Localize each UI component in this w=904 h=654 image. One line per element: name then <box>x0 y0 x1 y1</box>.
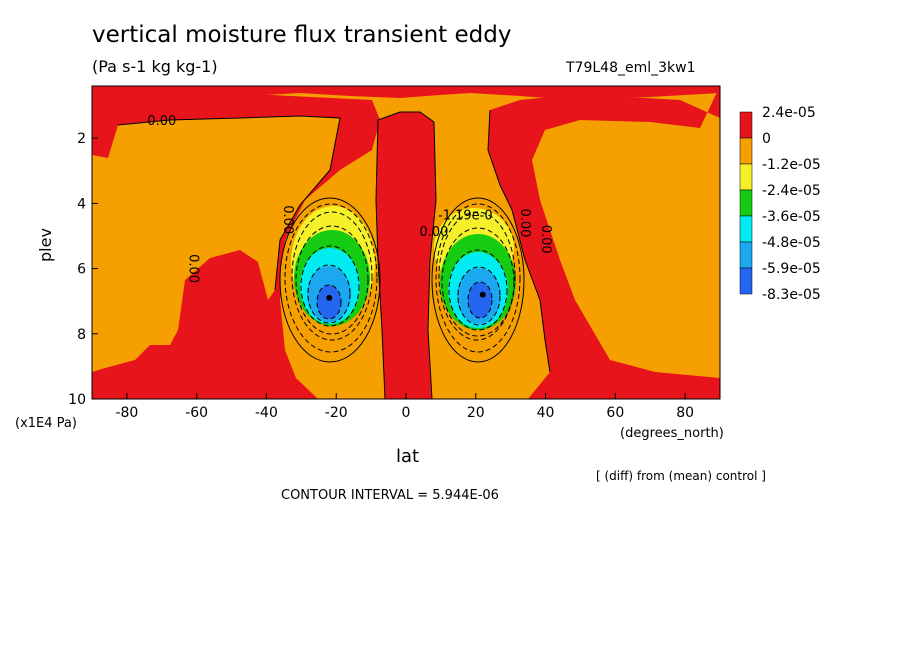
legend-swatch <box>739 189 753 217</box>
legend-label: -5.9e-05 <box>762 261 821 277</box>
x-axis-unit: (degrees_north) <box>620 426 724 441</box>
legend: 2.4e-05 0 -1.2e-05 -2.4e-05 -3.6e-05 -4.8e-05… <box>739 105 821 303</box>
field-right-tongue <box>488 86 720 399</box>
legend-swatch <box>739 111 753 139</box>
legend-label: -2.4e-05 <box>762 183 821 199</box>
contour-field <box>92 86 720 399</box>
legend-label: 2.4e-05 <box>762 105 816 121</box>
diff-note: [ (diff) from (mean) control ] <box>596 469 766 483</box>
x-tick-label: -40 <box>255 405 278 421</box>
contour-lines <box>117 109 551 399</box>
y-tick-label: 10 <box>68 392 86 408</box>
y-tick-label: 8 <box>77 327 86 343</box>
legend-swatch <box>739 137 753 165</box>
legend-swatch <box>739 163 753 191</box>
chart-units: (Pa s-1 kg kg-1) <box>92 57 218 76</box>
contour-interval: CONTOUR INTERVAL = 5.944E-06 <box>281 488 499 503</box>
contour-label: 0.00 <box>186 254 201 283</box>
legend-label: -4.8e-05 <box>762 235 821 251</box>
x-tick-label: -20 <box>325 405 348 421</box>
field-central-column <box>376 112 436 399</box>
legend-swatch <box>739 267 753 295</box>
x-axis-label: lat <box>396 446 420 467</box>
legend-label: -8.3e-05 <box>762 287 821 303</box>
y-axis-unit: (x1E4 Pa) <box>15 416 77 431</box>
contour-label: -1.19e-0 <box>438 209 493 224</box>
minimum-marker <box>479 291 486 298</box>
x-tick-label: 0 <box>402 405 411 421</box>
chart-marks: -80 -60 -40 -20 0 20 40 60 802468100.000.000.00-… <box>68 114 694 421</box>
field-left-tongue <box>92 86 380 399</box>
legend-label: 0 <box>762 131 771 147</box>
contour-label: 0.00 <box>147 114 176 129</box>
x-tick-label: -60 <box>185 405 208 421</box>
chart-title: vertical moisture flux transient eddy <box>92 22 512 48</box>
x-tick-label: 60 <box>606 405 624 421</box>
run-name: T79L48_eml_3kw1 <box>566 60 696 76</box>
y-tick-label: 6 <box>77 262 86 278</box>
y-tick-label: 2 <box>77 131 86 147</box>
right-cell <box>432 198 524 362</box>
contour-label: 0.00 <box>517 208 532 237</box>
contour-lines-dashed <box>284 203 521 353</box>
x-tick-label: -80 <box>115 405 138 421</box>
x-tick-label: 20 <box>467 405 485 421</box>
legend-label: -3.6e-05 <box>762 209 821 225</box>
x-tick-label: 40 <box>537 405 555 421</box>
legend-label: -1.2e-05 <box>762 157 821 173</box>
x-tick-label: 80 <box>676 405 694 421</box>
contour-label: 0.00 <box>280 205 295 234</box>
legend-swatch <box>739 241 753 269</box>
contour-label: 0.00 <box>538 225 553 254</box>
field-speck <box>93 383 103 393</box>
minimum-marker <box>326 294 333 301</box>
legend-swatch <box>739 215 753 243</box>
contour-label: 0.00 <box>419 225 448 240</box>
y-tick-label: 4 <box>77 196 86 212</box>
